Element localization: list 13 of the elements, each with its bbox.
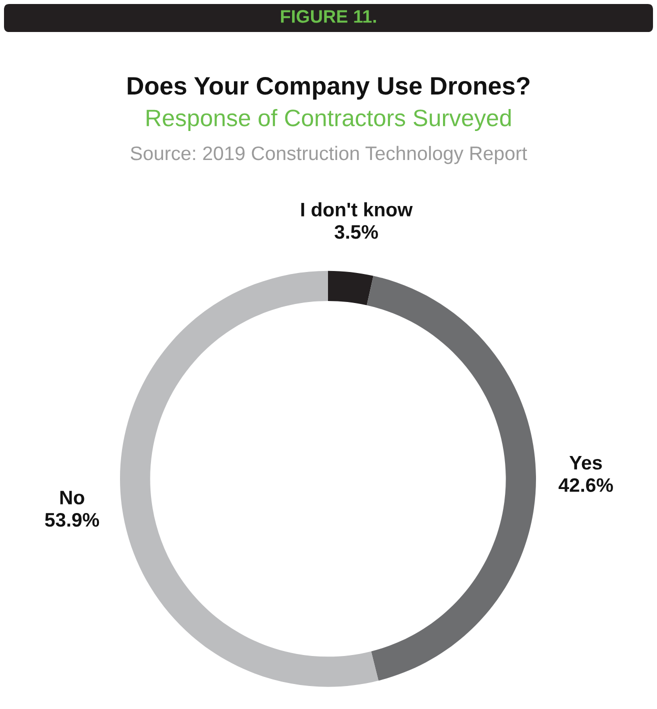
data-label: 42.6% (558, 478, 613, 492)
chart-subtitle: Response of Contractors Surveyed (146, 108, 511, 132)
slice-label: No (60, 490, 84, 504)
data-label: 3.5% (334, 225, 378, 239)
caption: FIGURE 11. (281, 10, 376, 23)
data-label: 53.9% (45, 512, 100, 527)
slice-label: Yes (569, 456, 602, 470)
chart-title: Does Your Company Use Drones? (128, 77, 530, 100)
donut-slice (328, 270, 374, 306)
source-note: Source: 2019 Construction Technology Report (130, 146, 528, 164)
donut-slice (120, 270, 378, 687)
slice-label: I don't know (301, 202, 413, 216)
donut-slice (366, 276, 536, 681)
